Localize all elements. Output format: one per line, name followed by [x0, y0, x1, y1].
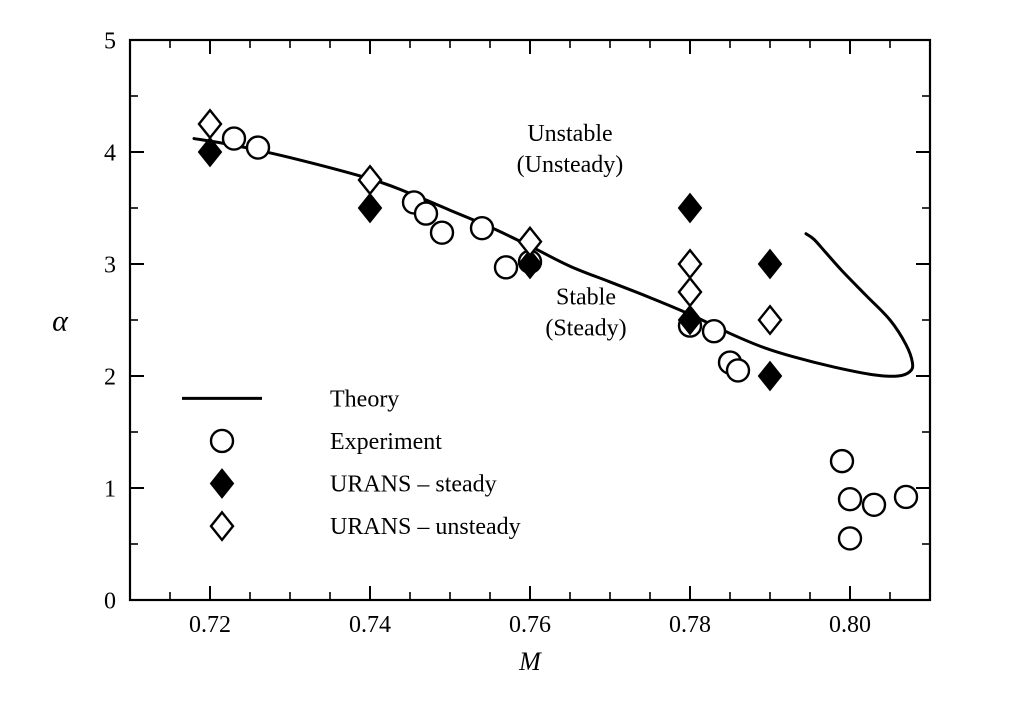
- y-axis-label: α: [52, 305, 69, 338]
- experiment-point: [431, 222, 453, 244]
- annotation-label: (Unsteady): [517, 152, 624, 178]
- experiment-point: [247, 137, 269, 159]
- y-tick-label: 0: [104, 588, 116, 614]
- x-tick-label: 0.78: [669, 612, 711, 638]
- legend-label: Theory: [330, 386, 399, 412]
- urans-unsteady-point: [679, 250, 701, 278]
- urans-unsteady-point: [679, 278, 701, 306]
- experiment-point: [223, 128, 245, 150]
- urans-unsteady-point: [759, 306, 781, 334]
- x-tick-label: 0.80: [829, 612, 871, 638]
- urans-steady-point: [359, 194, 381, 222]
- annotation-label: Unstable: [527, 121, 612, 147]
- x-tick-label: 0.74: [349, 612, 391, 638]
- urans-unsteady-point: [199, 110, 221, 138]
- experiment-point: [863, 494, 885, 516]
- annotation-label: Stable: [556, 284, 616, 310]
- experiment-point: [839, 527, 861, 549]
- experiment-point: [839, 488, 861, 510]
- y-tick-label: 5: [104, 28, 116, 54]
- y-tick-label: 2: [104, 364, 116, 390]
- experiment-point: [471, 217, 493, 239]
- stability-chart: 0.72 0.74 0.76 0.78 0.80 0 1 2 3 4 5 Mα Unstable (Uns…: [0, 0, 1012, 710]
- chart-container: 0.72 0.74 0.76 0.78 0.80 0 1 2 3 4 5 Mα Unstable (Uns…: [0, 0, 1012, 710]
- legend-label: Experiment: [330, 429, 442, 455]
- experiment-point: [495, 256, 517, 278]
- urans-unsteady-point: [359, 166, 381, 194]
- x-axis-label: M: [518, 647, 542, 676]
- x-tick-label: 0.76: [509, 612, 551, 638]
- legend-label: URANS – steady: [330, 471, 497, 497]
- experiment-point: [415, 203, 437, 225]
- urans-steady-point: [759, 250, 781, 278]
- legend-circle-icon: [211, 430, 233, 452]
- legend-diamond-icon: [211, 512, 233, 540]
- x-tick-label: 0.72: [189, 612, 231, 638]
- urans-steady-point: [679, 194, 701, 222]
- experiment-point: [831, 450, 853, 472]
- y-tick-label: 4: [104, 140, 116, 166]
- experiment-point: [703, 320, 725, 342]
- experiment-point: [895, 486, 917, 508]
- y-tick-label: 1: [104, 476, 116, 502]
- legend-diamond-icon: [211, 470, 233, 498]
- experiment-point: [727, 359, 749, 381]
- annotation-label: (Steady): [545, 316, 626, 342]
- y-tick-label: 3: [104, 252, 116, 278]
- urans-steady-point: [759, 362, 781, 390]
- legend-label: URANS – unsteady: [330, 514, 521, 540]
